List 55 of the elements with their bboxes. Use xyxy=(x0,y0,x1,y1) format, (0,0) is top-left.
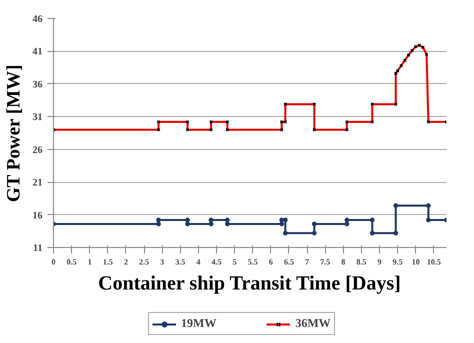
x-tick-label: 5.5 xyxy=(248,258,258,266)
x-tick-label: 1 xyxy=(88,258,92,266)
x-tick-label: 10 xyxy=(412,258,420,266)
legend-label: 36MW xyxy=(295,316,331,331)
point xyxy=(370,218,375,222)
point xyxy=(208,222,214,226)
y-tick-label: 46 xyxy=(32,14,42,25)
x-tick-label: 6 xyxy=(268,258,273,266)
point xyxy=(156,222,161,226)
line-series xyxy=(54,43,446,132)
y-tick-label: 36 xyxy=(32,79,42,90)
x-axis-title: Container ship Transit Time [Days] xyxy=(98,272,401,294)
point xyxy=(426,203,431,208)
point xyxy=(225,222,230,226)
x-tick-label: 9.5 xyxy=(392,258,403,266)
point xyxy=(282,230,288,236)
x-tick-label: 4 xyxy=(196,258,200,266)
x-tick-label: 0 xyxy=(52,258,56,266)
point xyxy=(426,218,431,222)
point xyxy=(225,218,230,222)
y-tick-label: 41 xyxy=(32,46,42,58)
x-tick-label: 8 xyxy=(341,258,346,266)
x-tick-label: 7 xyxy=(305,258,310,266)
point xyxy=(279,222,284,226)
y-tick-label: 31 xyxy=(32,112,42,124)
point xyxy=(185,222,190,226)
point xyxy=(185,218,190,222)
x-tick-label: 5 xyxy=(232,258,237,266)
x-tick-label: 0.5 xyxy=(66,258,77,266)
x-tick-label: 3 xyxy=(160,258,164,266)
point xyxy=(312,230,317,236)
y-tick-label: 11 xyxy=(33,243,43,254)
y-tick-label: 26 xyxy=(32,144,42,156)
point xyxy=(156,218,161,222)
y-axis-title: GT Power [MW] xyxy=(4,64,24,202)
x-tick-label: 7.5 xyxy=(320,258,330,266)
y-tick-label: 16 xyxy=(32,210,42,222)
point xyxy=(344,218,350,222)
x-tick-label: 6.5 xyxy=(284,258,294,266)
x-tick-label: 2 xyxy=(124,258,128,266)
point xyxy=(312,222,317,226)
x-tick-label: 3.5 xyxy=(175,258,186,266)
point xyxy=(208,218,214,222)
x-tick-label: 8.5 xyxy=(356,258,366,266)
x-tick-label: 1.5 xyxy=(102,258,113,266)
legend-label: 19MW xyxy=(181,316,216,331)
point xyxy=(370,230,375,236)
x-tick-label: 2.5 xyxy=(139,258,150,266)
point xyxy=(344,222,350,226)
point xyxy=(393,230,398,236)
point xyxy=(393,203,398,208)
x-tick-label: 9 xyxy=(377,258,382,266)
y-tick-label: 21 xyxy=(32,178,42,189)
x-tick-label: 4.5 xyxy=(211,258,222,266)
x-tick-label: 10.5 xyxy=(426,258,441,266)
